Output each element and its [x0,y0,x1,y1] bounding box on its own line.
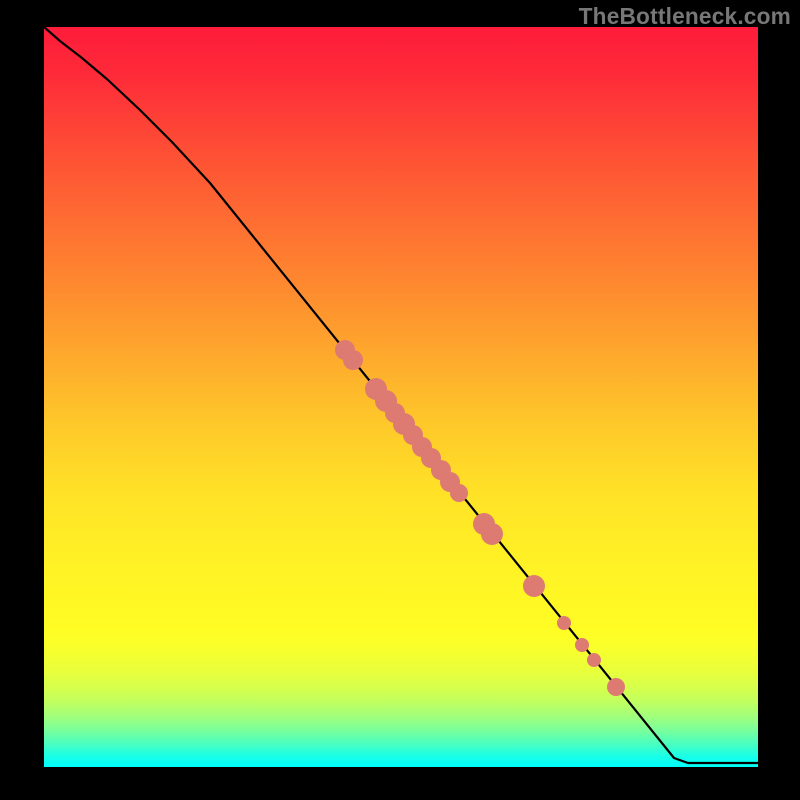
data-marker [343,350,363,370]
data-markers-group [335,340,625,696]
data-marker [481,523,503,545]
data-marker [575,638,589,652]
chart-overlay [0,0,800,800]
bottleneck-curve [44,27,758,763]
watermark-text: TheBottleneck.com [579,3,791,30]
data-marker [557,616,571,630]
data-marker [607,678,625,696]
data-marker [587,653,601,667]
data-marker [523,575,545,597]
data-marker [450,484,468,502]
chart-stage: TheBottleneck.com [0,0,800,800]
